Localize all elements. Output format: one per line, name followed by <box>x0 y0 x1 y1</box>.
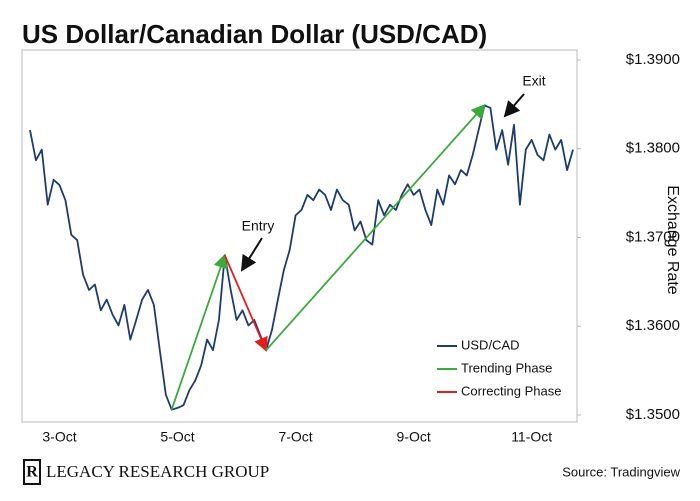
brand-name: LEGACY RESEARCH GROUP <box>46 462 269 481</box>
y-tick-label: $1.3900 <box>626 51 680 68</box>
source-note: Source: Tradingview <box>562 464 680 479</box>
chart-title: US Dollar/Canadian Dollar (USD/CAD) <box>22 19 487 49</box>
annotation: Entry <box>242 218 275 234</box>
phase-arrow <box>265 103 486 351</box>
brand-logo-letter: R <box>26 464 38 481</box>
legend-label: Trending Phase <box>461 360 552 375</box>
y-tick-label: $1.3600 <box>626 317 680 334</box>
phase-arrow <box>223 254 268 352</box>
x-tick-label: 3-Oct <box>42 429 76 445</box>
legend-label: Correcting Phase <box>461 383 561 398</box>
annotation-arrow <box>503 93 525 118</box>
x-tick-label: 9-Oct <box>397 429 431 445</box>
y-tick-label: $1.3500 <box>626 406 680 423</box>
y-tick-label: $1.3700 <box>626 228 680 245</box>
brand-logo <box>23 459 41 485</box>
phase-arrow <box>170 253 228 410</box>
x-tick-label: 11-Oct <box>511 429 552 445</box>
plot-frame <box>21 49 578 423</box>
y-axis-label: Exchange Rate <box>664 185 681 295</box>
legend-label: USD/CAD <box>461 337 520 352</box>
x-tick-label: 7-Oct <box>278 429 312 445</box>
y-tick-label: $1.3800 <box>626 140 680 157</box>
annotation: Exit <box>522 73 545 89</box>
annotation-arrow <box>240 237 263 272</box>
x-tick-label: 5-Oct <box>160 429 194 445</box>
